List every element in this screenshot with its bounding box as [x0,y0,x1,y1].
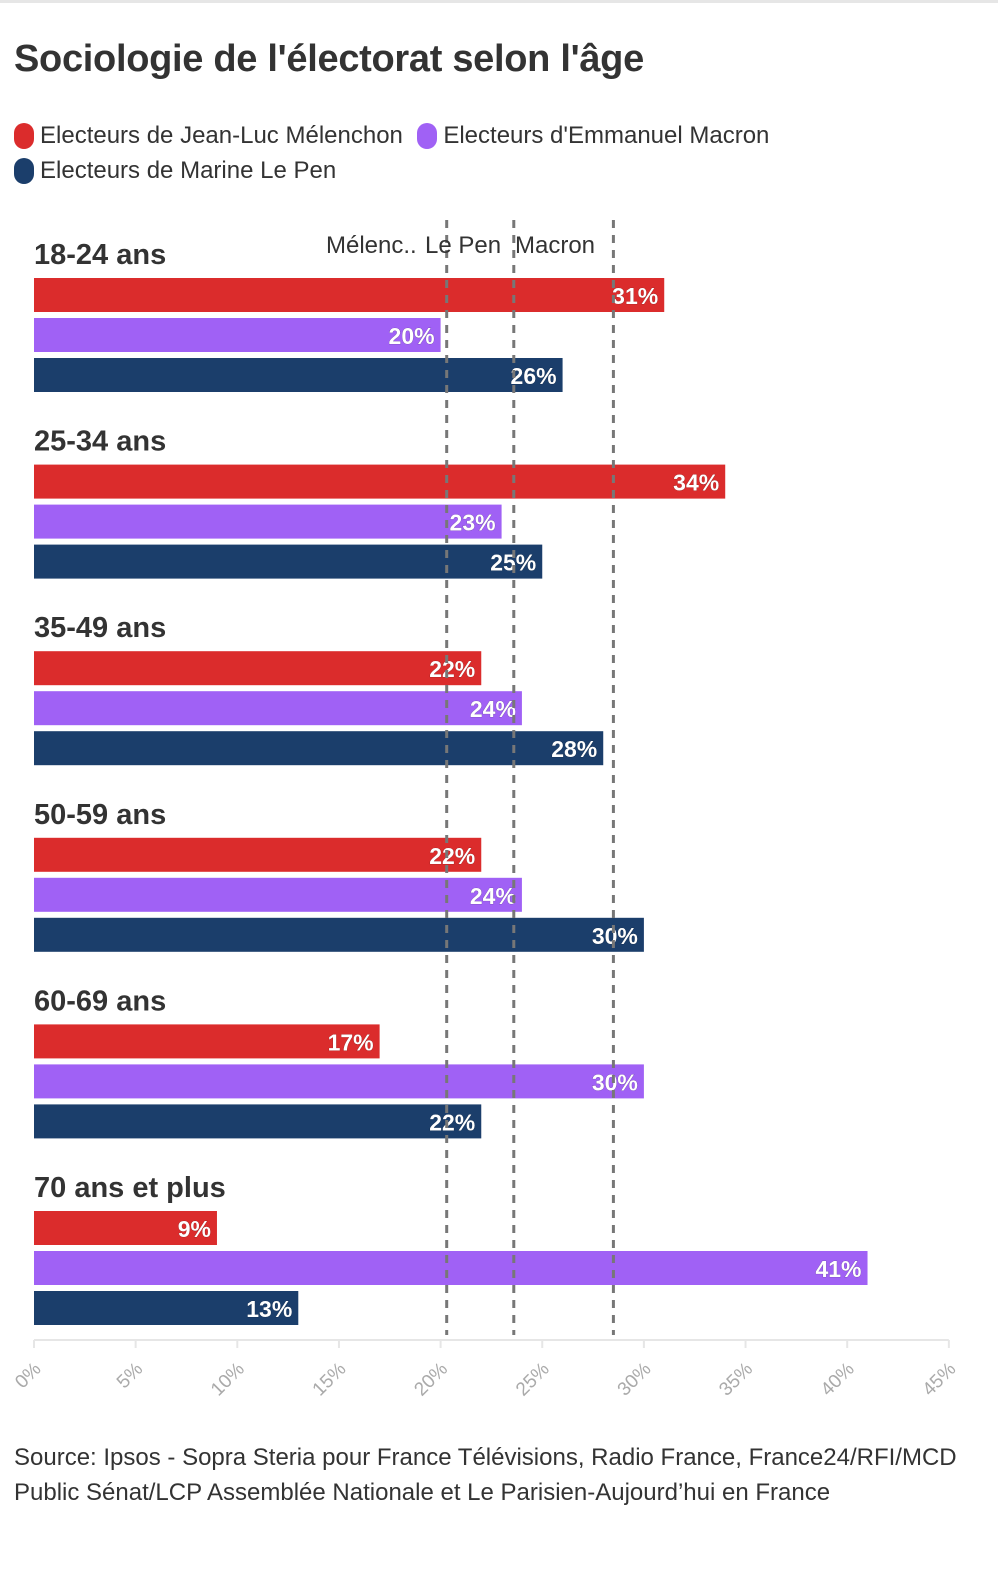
data-label: 22% [429,843,475,869]
legend-swatch-macron [417,122,438,149]
bar-chart: 18-24 ans 31% 20% 26% 25-34 ans 34% 23% 25% 35-4… [11,220,961,1401]
chart-title: Sociologie de l'électorat selon l'âge [14,38,644,80]
x-tick-label: 0% [11,1359,45,1393]
category-label: 35-49 ans [34,612,166,644]
category-label: 70 ans et plus [34,1172,226,1204]
bar [34,358,563,392]
data-label: 24% [470,883,516,909]
data-label: 9% [178,1216,211,1242]
x-tick-label: 25% [512,1359,554,1401]
x-tick-label: 10% [207,1359,249,1401]
legend-label-macron: Electeurs d'Emmanuel Macron [443,121,770,149]
legend-item-melenchon: Electeurs de Jean-Luc Mélenchon [14,118,403,153]
data-label: 13% [246,1296,292,1322]
legend-swatch-lepen [14,158,34,184]
bar [34,691,522,726]
data-label: 28% [551,736,597,762]
bar [34,1251,868,1285]
legend-swatch-melenchon [14,122,34,149]
data-label: 17% [328,1029,374,1055]
reference-line-label: Mélenc.. [326,232,417,259]
x-tick-label: 45% [919,1359,961,1401]
bar [34,1064,644,1099]
category-label: 18-24 ans [34,239,166,271]
category-label: 60-69 ans [34,985,166,1017]
bar [34,1291,299,1325]
x-tick-label: 5% [113,1359,147,1393]
data-label: 20% [389,323,435,349]
category-label: 50-59 ans [34,799,166,831]
data-label: 22% [429,1109,475,1135]
bar [34,278,665,312]
x-tick-label: 15% [309,1359,351,1401]
reference-line-label: Macron [515,232,595,259]
data-label: 22% [429,656,475,682]
reference-line-label: Le Pen [425,232,501,259]
legend: Electeurs de Jean-Luc Mélenchon Electeur… [14,118,974,189]
x-tick-label: 20% [410,1359,452,1401]
bar [34,1024,380,1059]
bar [34,504,502,539]
bar [34,1211,217,1245]
x-tick-label: 30% [614,1359,656,1401]
data-label: 31% [612,283,658,309]
top-border [0,0,998,3]
data-label: 41% [815,1256,861,1282]
legend-label-melenchon: Electeurs de Jean-Luc Mélenchon [40,121,403,149]
bar [34,877,522,912]
bar [34,1104,482,1139]
bar [34,837,482,872]
bar [34,651,482,686]
source-note: Source: Ipsos - Sopra Steria pour France… [14,1444,957,1506]
x-tick-label: 40% [817,1359,859,1401]
data-label: 34% [673,470,719,496]
bar [34,318,441,352]
data-label: 23% [450,510,496,536]
bar [34,731,604,766]
data-label: 24% [470,696,516,722]
bar [34,464,726,499]
bar [34,544,543,579]
legend-item-macron: Electeurs d'Emmanuel Macron [417,118,769,153]
data-label: 26% [511,363,557,389]
legend-label-lepen: Electeurs de Marine Le Pen [40,157,337,184]
x-tick-label: 35% [715,1359,757,1401]
legend-item-lepen: Electeurs de Marine Le Pen [14,154,336,189]
bar [34,917,644,952]
category-label: 25-34 ans [34,426,166,458]
